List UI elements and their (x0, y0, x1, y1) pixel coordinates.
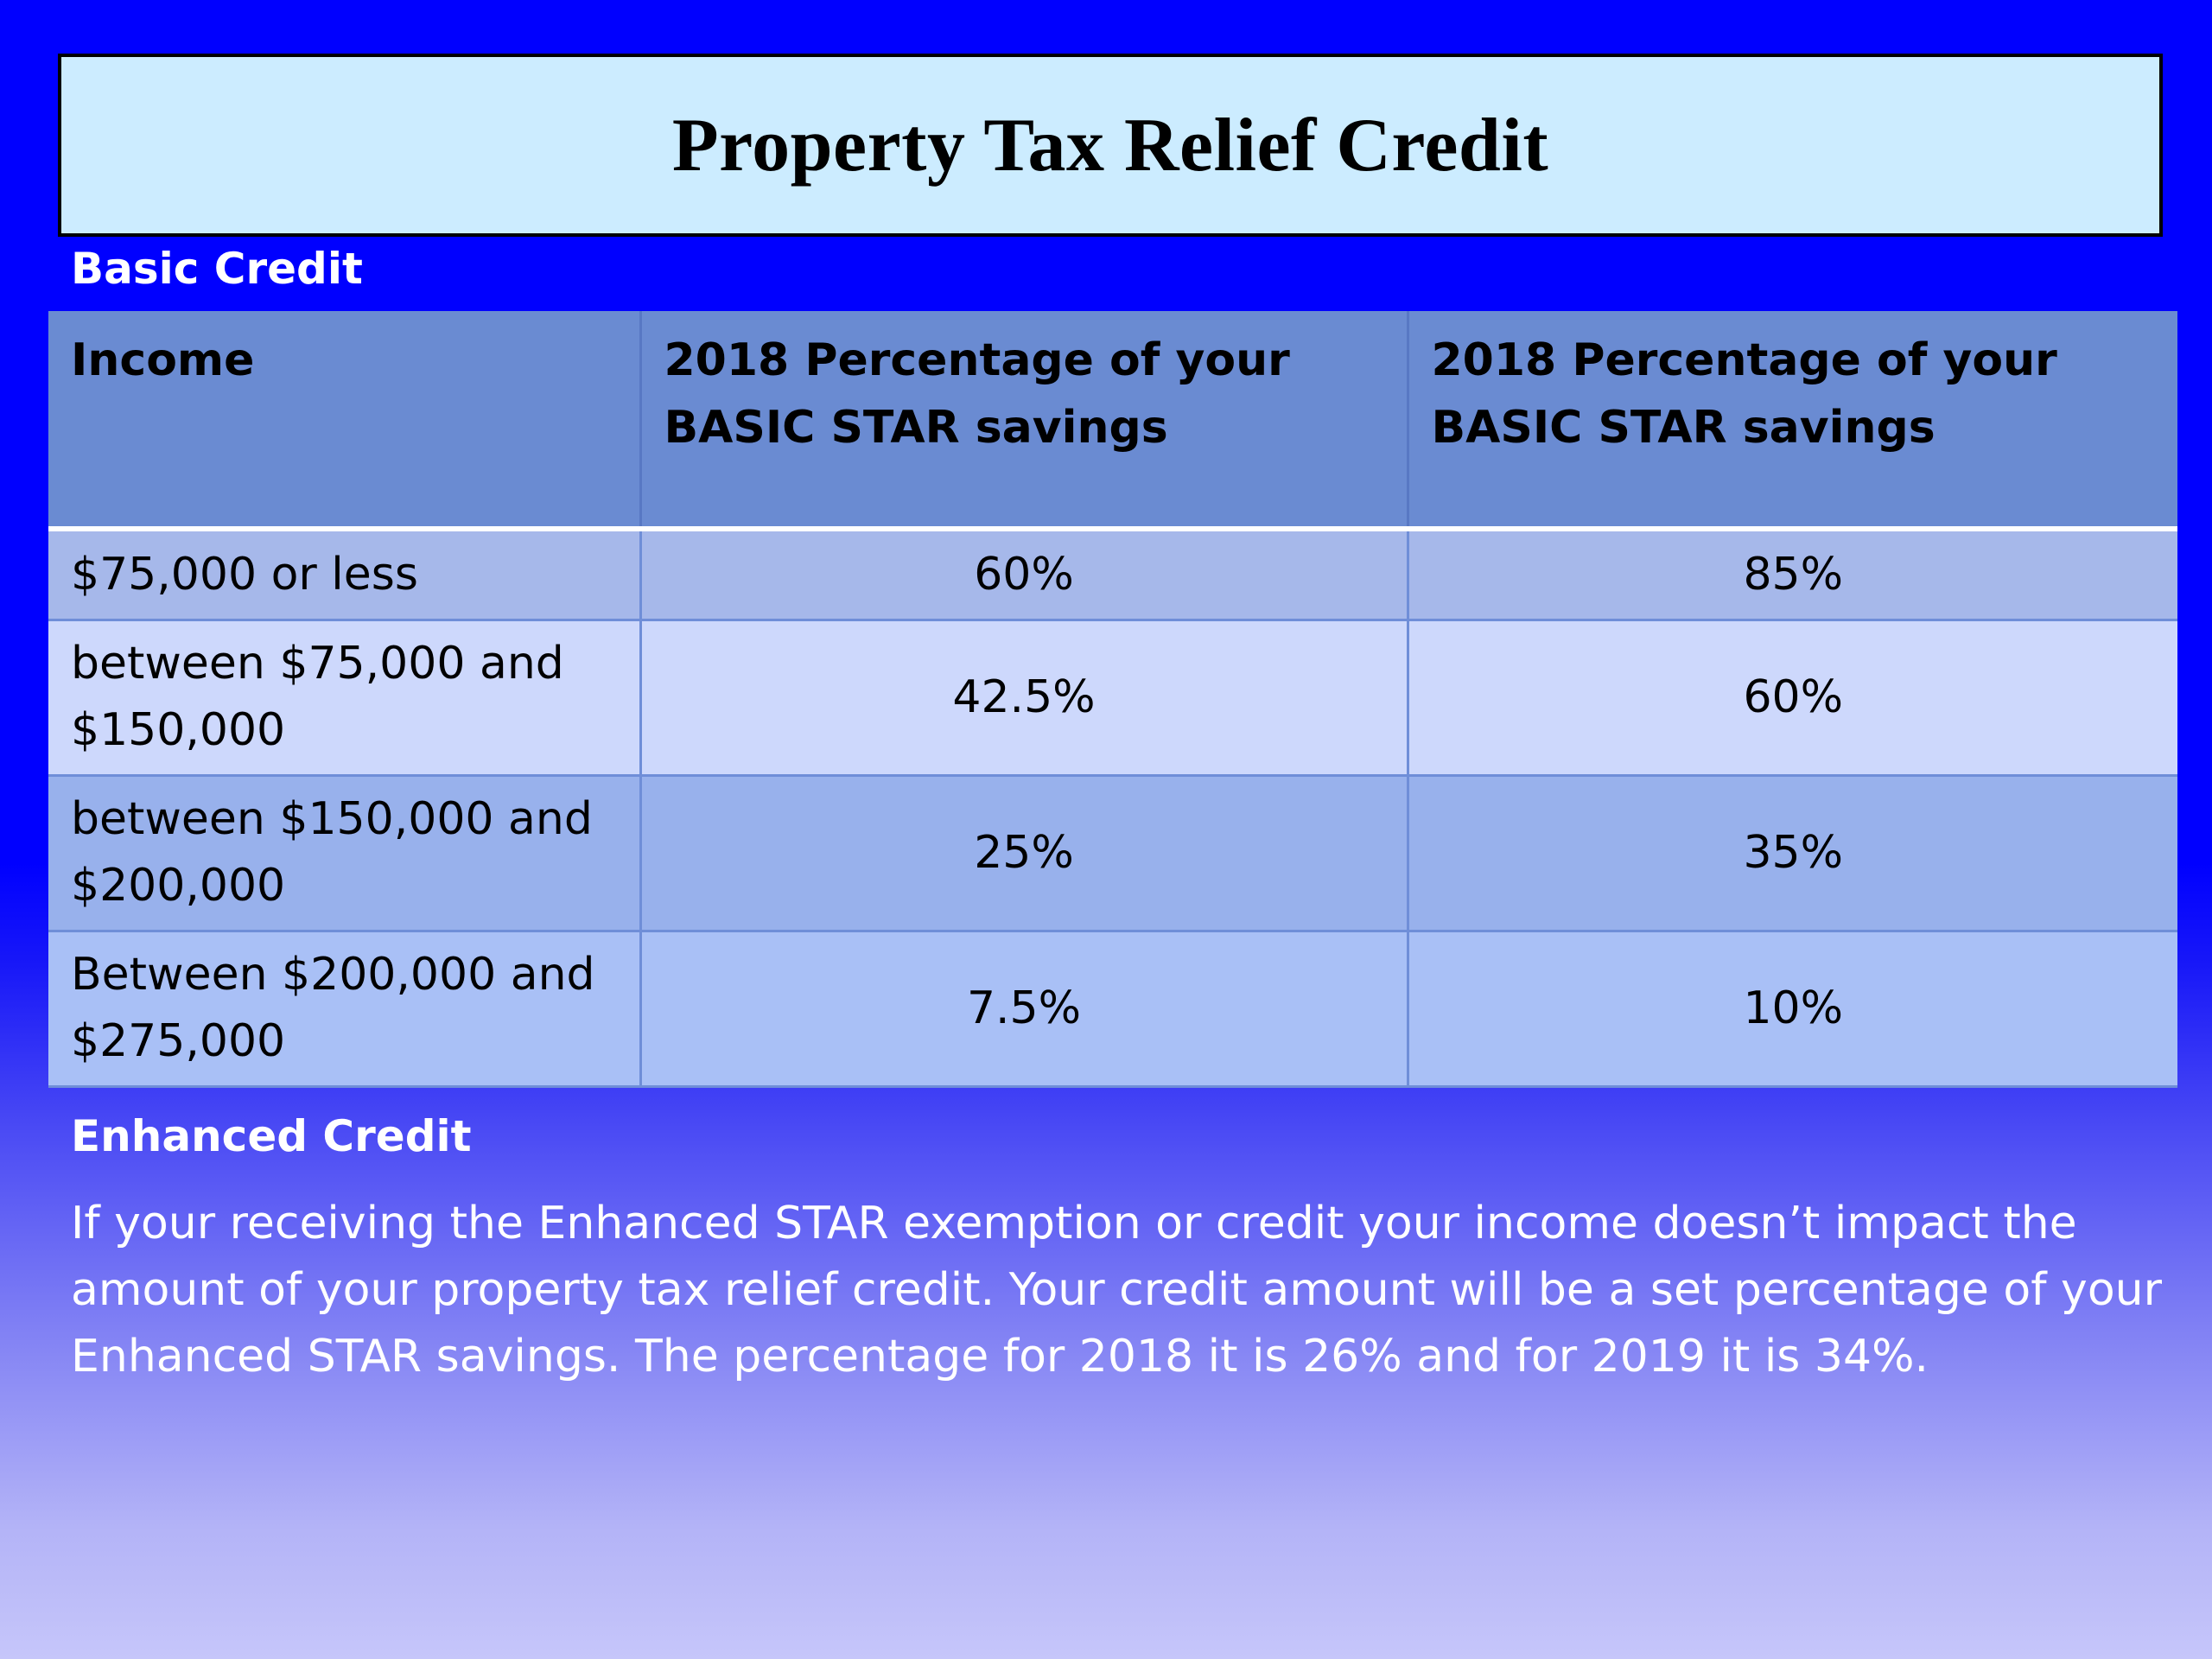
percentage-cell: 60% (639, 527, 1408, 620)
income-cell: $75,000 or less (48, 527, 640, 620)
table-row: between $150,000 and $200,000 25% 35% (48, 773, 2177, 931)
title-box: Property Tax Relief Credit (58, 54, 2163, 237)
percentage-cell: 10% (1406, 929, 2177, 1088)
table-row: between $75,000 and $150,000 42.5% 60% (48, 618, 2177, 775)
percentage-cell: 42.5% (639, 618, 1408, 775)
percentage-cell: 25% (639, 773, 1408, 931)
header-percentage-col-2: 2018 Percentage of your BASIC STAR savin… (639, 311, 1408, 531)
income-cell: between $150,000 and $200,000 (48, 773, 640, 931)
basic-credit-table: Income 2018 Percentage of your BASIC STA… (48, 311, 2177, 1088)
header-income: Income (48, 311, 640, 531)
table-header-row: Income 2018 Percentage of your BASIC STA… (48, 311, 2177, 531)
header-percentage-col-3: 2018 Percentage of your BASIC STAR savin… (1406, 311, 2177, 531)
basic-credit-heading: Basic Credit (71, 244, 363, 294)
enhanced-credit-description: If your receiving the Enhanced STAR exem… (71, 1198, 2162, 1382)
percentage-cell: 60% (1406, 618, 2177, 775)
percentage-cell: 35% (1406, 773, 2177, 931)
slide-title: Property Tax Relief Credit (671, 103, 1549, 188)
income-cell: Between $200,000 and $275,000 (48, 929, 640, 1088)
enhanced-credit-heading: Enhanced Credit (71, 1111, 472, 1161)
table-row: Between $200,000 and $275,000 7.5% 10% (48, 929, 2177, 1088)
table-row: $75,000 or less 60% 85% (48, 527, 2177, 620)
percentage-cell: 85% (1406, 527, 2177, 620)
percentage-cell: 7.5% (639, 929, 1408, 1088)
income-cell: between $75,000 and $150,000 (48, 618, 640, 775)
